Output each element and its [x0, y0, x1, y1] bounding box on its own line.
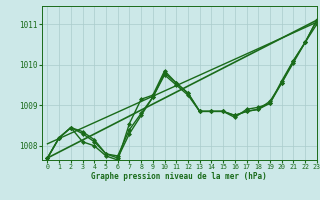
X-axis label: Graphe pression niveau de la mer (hPa): Graphe pression niveau de la mer (hPa) [91, 172, 267, 181]
